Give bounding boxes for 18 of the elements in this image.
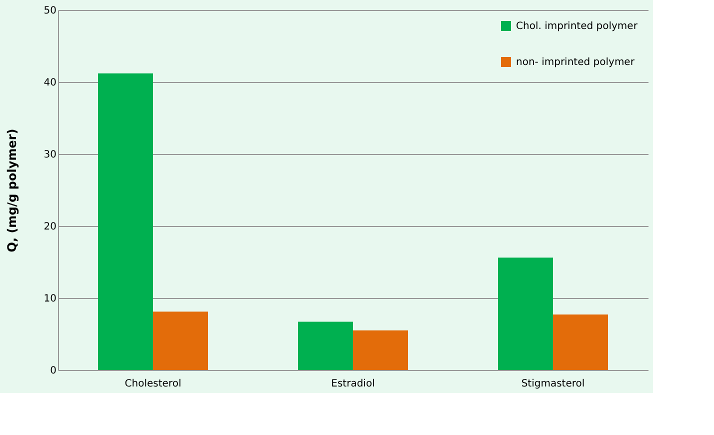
y-tick-label: 40 (44, 78, 56, 88)
bar (553, 314, 608, 370)
bar (498, 258, 553, 370)
y-tick-label: 30 (44, 150, 56, 160)
x-tick-label: Cholesterol (124, 378, 182, 390)
bar (298, 322, 353, 370)
y-axis-title: Q, (mg/g polymer) (4, 128, 19, 252)
y-tick-label: 50 (44, 6, 56, 16)
y-tick-label: 10 (44, 294, 56, 304)
x-tick-label: Estradiol (331, 378, 375, 390)
bar (98, 73, 153, 370)
bar (353, 330, 408, 370)
bar (153, 312, 208, 370)
y-tick-label: 0 (50, 366, 56, 376)
legend-label: non- imprinted polymer (516, 57, 636, 68)
x-tick-label: Stigmasterol (521, 378, 585, 390)
y-tick-label: 20 (44, 222, 56, 232)
legend-label: Chol. imprinted polymer (516, 21, 638, 32)
